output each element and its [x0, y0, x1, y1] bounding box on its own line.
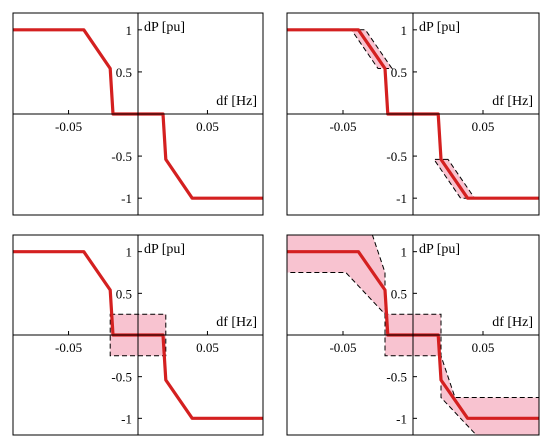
x-tick-label: 0.05 [196, 340, 219, 355]
panel-frame [286, 234, 540, 436]
y-tick-label: 0.5 [391, 286, 407, 301]
y-tick-label: -1 [121, 411, 132, 426]
y-axis-label: dP [pu] [419, 242, 460, 257]
y-tick-label: 1 [401, 245, 408, 260]
x-tick-label: -0.05 [329, 340, 356, 355]
x-tick-label: -0.05 [55, 340, 82, 355]
chart-panel-2: -0.05 0.05 1 0.5 -0.5 -1 dP [pu] df [Hz] [286, 12, 540, 216]
y-tick-label: -1 [396, 191, 407, 206]
y-tick-label: 0.5 [116, 286, 132, 301]
y-tick-label: 0.5 [391, 65, 407, 80]
x-tick-label: 0.05 [472, 340, 495, 355]
y-tick-label: 0.5 [116, 65, 132, 80]
x-axis-label: df [Hz] [492, 315, 533, 330]
panel-frame [12, 234, 264, 436]
uncertainty-band-outline-1 [350, 29, 393, 69]
y-tick-label: 1 [126, 245, 133, 260]
y-tick-label: -1 [121, 191, 132, 206]
y-tick-label: -1 [396, 411, 407, 426]
chart-panel-1: -0.05 0.05 1 0.5 -0.5 -1 dP [pu] df [Hz] [12, 12, 264, 216]
x-tick-label: -0.05 [329, 119, 356, 134]
y-tick-label: -0.5 [386, 370, 407, 385]
y-tick-label: 1 [401, 23, 408, 38]
x-axis-label: df [Hz] [216, 315, 257, 330]
y-axis-label: dP [pu] [419, 20, 460, 35]
x-axis-label: df [Hz] [216, 94, 257, 109]
panel-frame [12, 12, 264, 216]
chart-panel-4: -0.05 0.05 1 0.5 -0.5 -1 dP [pu] df [Hz] [286, 234, 540, 436]
chart-panel-3: -0.05 0.05 1 0.5 -0.5 -1 dP [pu] df [Hz] [12, 234, 264, 436]
y-tick-label: -0.5 [111, 149, 132, 164]
x-tick-label: -0.05 [55, 119, 82, 134]
y-axis-label: dP [pu] [144, 242, 185, 257]
y-tick-label: 1 [126, 23, 133, 38]
y-axis-label: dP [pu] [144, 20, 185, 35]
y-tick-label: -0.5 [386, 149, 407, 164]
panel-frame [286, 12, 540, 216]
x-tick-label: 0.05 [472, 119, 495, 134]
x-axis-label: df [Hz] [492, 94, 533, 109]
y-tick-label: -0.5 [111, 370, 132, 385]
uncertainty-band-outline-2 [433, 158, 476, 199]
x-tick-label: 0.05 [196, 119, 219, 134]
